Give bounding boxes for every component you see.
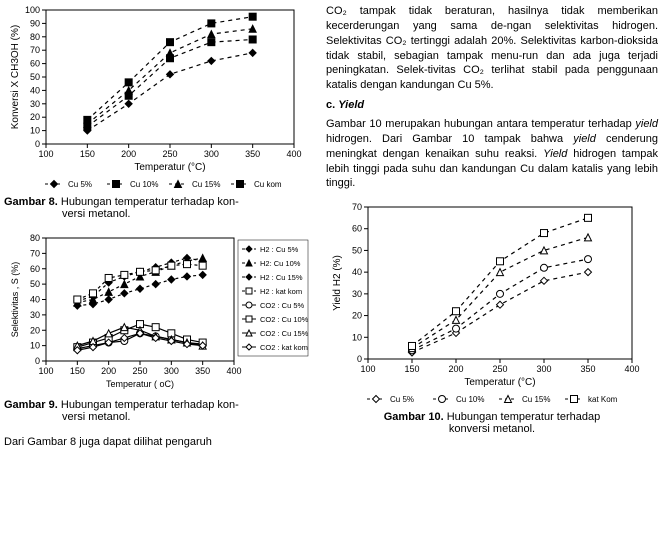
svg-text:100: 100 — [38, 366, 53, 376]
right-mid-para: Gambar 10 merupakan hubungan antara temp… — [326, 117, 658, 191]
svg-text:200: 200 — [101, 366, 116, 376]
svg-text:400: 400 — [226, 366, 241, 376]
svg-text:0: 0 — [357, 354, 362, 364]
svg-text:60: 60 — [30, 59, 40, 69]
svg-text:80: 80 — [30, 233, 40, 243]
svg-text:50: 50 — [352, 246, 362, 256]
svg-text:Temperatur ( oC): Temperatur ( oC) — [106, 379, 174, 389]
svg-text:250: 250 — [492, 364, 507, 374]
heading-c: c. Yield — [326, 99, 658, 111]
figure-8: 100 150 200 250 300 350 400 0 10 20 30 40 50 60 70 80 90… — [4, 4, 314, 194]
svg-text:60: 60 — [352, 224, 362, 234]
figure-9: 100 150 200 250 300 350 400 0 10 20 30 40 50 60 70 80 Te… — [4, 232, 314, 397]
figure-10-caption-bold: Gambar 10. — [384, 411, 444, 423]
svg-text:40: 40 — [30, 85, 40, 95]
right-top-para: CO₂ tampak tidak beraturan, hasilnya tid… — [326, 4, 658, 93]
figure-9-caption-bold: Gambar 9. — [4, 399, 58, 411]
svg-text:50: 50 — [30, 279, 40, 289]
svg-text:Cu 5%: Cu 5% — [68, 180, 92, 189]
svg-text:100: 100 — [360, 364, 375, 374]
svg-text:CO2 : kat kom: CO2 : kat kom — [260, 343, 308, 352]
figure-9-caption: Gambar 9. Hubungan temperatur terhadap k… — [4, 399, 314, 423]
figure-8-caption: Gambar 8. Hubungan temperatur terhadap k… — [4, 196, 314, 220]
svg-text:Temperatur (°C): Temperatur (°C) — [464, 377, 535, 388]
figure-10-caption-text: Hubungan temperatur terhadap — [447, 411, 601, 423]
left-bottom-para: Dari Gambar 8 juga dapat dilihat pengaru… — [4, 435, 314, 450]
svg-text:200: 200 — [448, 364, 463, 374]
svg-text:10: 10 — [352, 333, 362, 343]
svg-text:H2 : Cu 15%: H2 : Cu 15% — [260, 273, 303, 282]
svg-text:400: 400 — [286, 149, 301, 159]
svg-text:100: 100 — [38, 149, 53, 159]
figure-10: 100 150 200 250 300 350 400 0 10 20 30 40 50 60 70 Temp… — [326, 199, 658, 409]
svg-text:300: 300 — [536, 364, 551, 374]
svg-text:Cu 15%: Cu 15% — [192, 180, 220, 189]
svg-text:250: 250 — [132, 366, 147, 376]
svg-text:CO2 : Cu 15%: CO2 : Cu 15% — [260, 329, 309, 338]
svg-text:350: 350 — [580, 364, 595, 374]
svg-text:90: 90 — [30, 18, 40, 28]
svg-text:50: 50 — [30, 72, 40, 82]
svg-text:Selektivitas , S (%): Selektivitas , S (%) — [10, 262, 20, 338]
svg-text:10: 10 — [30, 126, 40, 136]
svg-text:150: 150 — [80, 149, 95, 159]
figure-10-caption: Gambar 10. Hubungan temperatur terhadap … — [326, 411, 658, 435]
svg-text:Cu 10%: Cu 10% — [130, 180, 158, 189]
svg-text:70: 70 — [30, 45, 40, 55]
svg-text:CO2 : Cu 10%: CO2 : Cu 10% — [260, 315, 309, 324]
svg-text:150: 150 — [404, 364, 419, 374]
svg-text:Konversi X CH3OH (%): Konversi X CH3OH (%) — [10, 25, 21, 129]
svg-text:80: 80 — [30, 32, 40, 42]
svg-text:150: 150 — [70, 366, 85, 376]
svg-text:350: 350 — [245, 149, 260, 159]
svg-text:Temperatur (°C): Temperatur (°C) — [134, 162, 205, 173]
svg-text:0: 0 — [35, 139, 40, 149]
svg-text:H2 : Cu 5%: H2 : Cu 5% — [260, 245, 299, 254]
svg-text:20: 20 — [30, 112, 40, 122]
svg-text:70: 70 — [352, 202, 362, 212]
figure-9-svg: 100 150 200 250 300 350 400 0 10 20 30 40 50 60 70 80 Te… — [4, 232, 312, 397]
svg-text:30: 30 — [30, 310, 40, 320]
figure-8-caption-text: Hubungan temperatur terhadap kon- — [61, 196, 239, 208]
svg-text:100: 100 — [25, 5, 40, 15]
figure-10-caption-line2: konversi metanol. — [449, 423, 535, 435]
svg-text:30: 30 — [30, 99, 40, 109]
svg-text:20: 20 — [352, 311, 362, 321]
figure-9-caption-text: Hubungan temperatur terhadap kon- — [61, 399, 239, 411]
figure-8-caption-line2: versi metanol. — [4, 208, 314, 220]
svg-text:300: 300 — [204, 149, 219, 159]
svg-text:10: 10 — [30, 341, 40, 351]
figure-9-caption-line2: versi metanol. — [4, 411, 314, 423]
svg-text:40: 40 — [352, 267, 362, 277]
svg-text:400: 400 — [624, 364, 639, 374]
svg-text:350: 350 — [195, 366, 210, 376]
svg-text:30: 30 — [352, 289, 362, 299]
svg-text:Cu 15%: Cu 15% — [522, 395, 550, 404]
svg-text:300: 300 — [164, 366, 179, 376]
svg-text:Yield H2 (%): Yield H2 (%) — [332, 255, 343, 311]
svg-text:250: 250 — [162, 149, 177, 159]
figure-10-svg: 100 150 200 250 300 350 400 0 10 20 30 40 50 60 70 Temp… — [326, 199, 646, 409]
svg-text:60: 60 — [30, 264, 40, 274]
svg-text:Cu kom: Cu kom — [254, 180, 282, 189]
svg-text:H2: Cu 10%: H2: Cu 10% — [260, 259, 301, 268]
figure-8-svg: 100 150 200 250 300 350 400 0 10 20 30 40 50 60 70 80 90… — [4, 4, 304, 194]
svg-text:Cu 10%: Cu 10% — [456, 395, 484, 404]
svg-text:200: 200 — [121, 149, 136, 159]
svg-text:70: 70 — [30, 248, 40, 258]
svg-text:0: 0 — [35, 356, 40, 366]
svg-text:Cu 5%: Cu 5% — [390, 395, 414, 404]
svg-text:H2 : kat kom: H2 : kat kom — [260, 287, 302, 296]
svg-text:CO2 : Cu 5%: CO2 : Cu 5% — [260, 301, 305, 310]
figure-8-caption-bold: Gambar 8. — [4, 196, 58, 208]
svg-text:kat Kom: kat Kom — [588, 395, 618, 404]
svg-text:20: 20 — [30, 325, 40, 335]
svg-text:40: 40 — [30, 295, 40, 305]
